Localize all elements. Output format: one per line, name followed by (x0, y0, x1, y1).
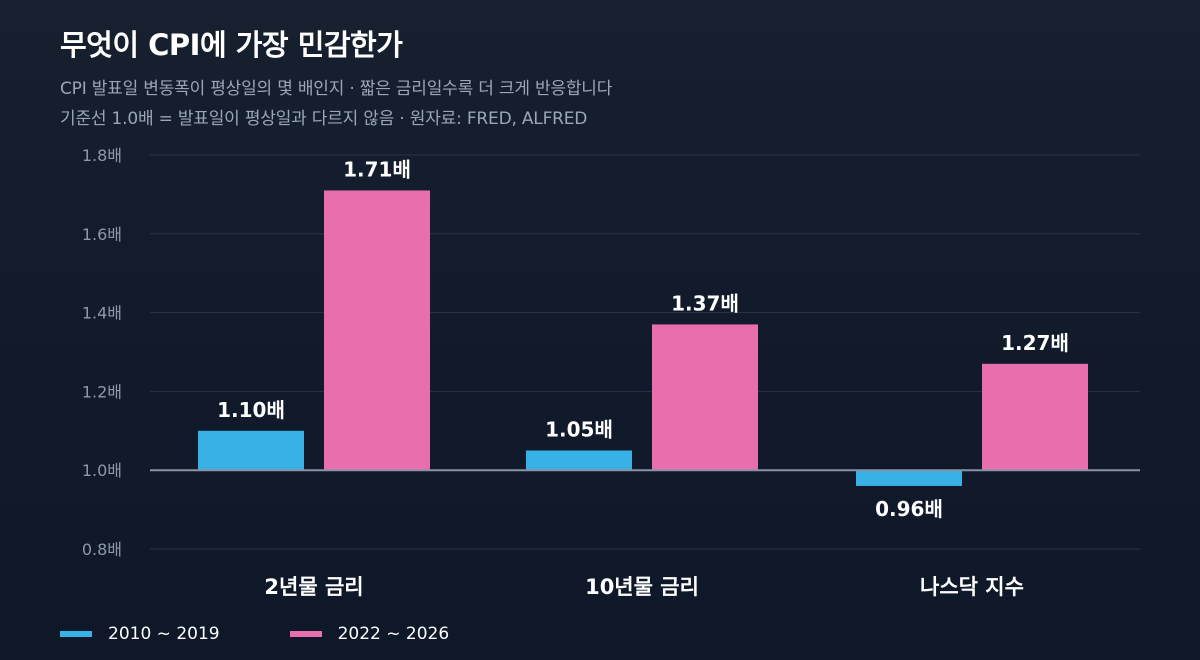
legend-label-2022-2026: 2022 ~ 2026 (337, 624, 450, 644)
chart-subtitle-line2: 기준선 1.0배 = 발표일이 평상일과 다르지 않음 · 원자료: FRED,… (60, 109, 588, 129)
bar (856, 470, 962, 486)
category-label: 2년물 금리 (264, 575, 363, 599)
bar (526, 450, 632, 471)
legend-item-2010-2019: 2010 ~ 2019 (60, 624, 220, 644)
data-label: 1.37배 (671, 291, 739, 315)
y-tick-label: 1.2배 (82, 382, 122, 401)
category-label: 10년물 금리 (585, 575, 699, 599)
legend-swatch-2022-2026 (289, 631, 322, 637)
category-label: 나스닥 지수 (920, 575, 1024, 599)
data-label: 1.10배 (217, 398, 285, 422)
data-label: 1.27배 (1001, 331, 1069, 355)
y-tick-label: 1.6배 (82, 225, 122, 244)
data-label: 1.05배 (545, 418, 613, 442)
bar (324, 190, 430, 471)
y-tick-label: 1.4배 (82, 304, 122, 323)
bar (982, 363, 1088, 471)
chart-title: 무엇이 CPI에 가장 민감한가 (60, 28, 403, 62)
y-tick-label: 1.0배 (82, 461, 122, 480)
legend-label-2010-2019: 2010 ~ 2019 (108, 624, 220, 644)
y-tick-label: 0.8배 (82, 540, 122, 559)
data-label: 1.71배 (343, 157, 411, 181)
legend: 2010 ~ 2019 2022 ~ 2026 (60, 624, 519, 644)
bar (652, 324, 758, 471)
legend-item-2022-2026: 2022 ~ 2026 (289, 624, 450, 644)
bar (198, 430, 304, 471)
y-tick-label: 1.8배 (82, 146, 122, 165)
data-label: 0.96배 (875, 497, 943, 521)
chart-subtitle-line1: CPI 발표일 변동폭이 평상일의 몇 배인지 · 짧은 금리일수록 더 크게 … (60, 79, 613, 99)
legend-swatch-2010-2019 (60, 631, 92, 637)
